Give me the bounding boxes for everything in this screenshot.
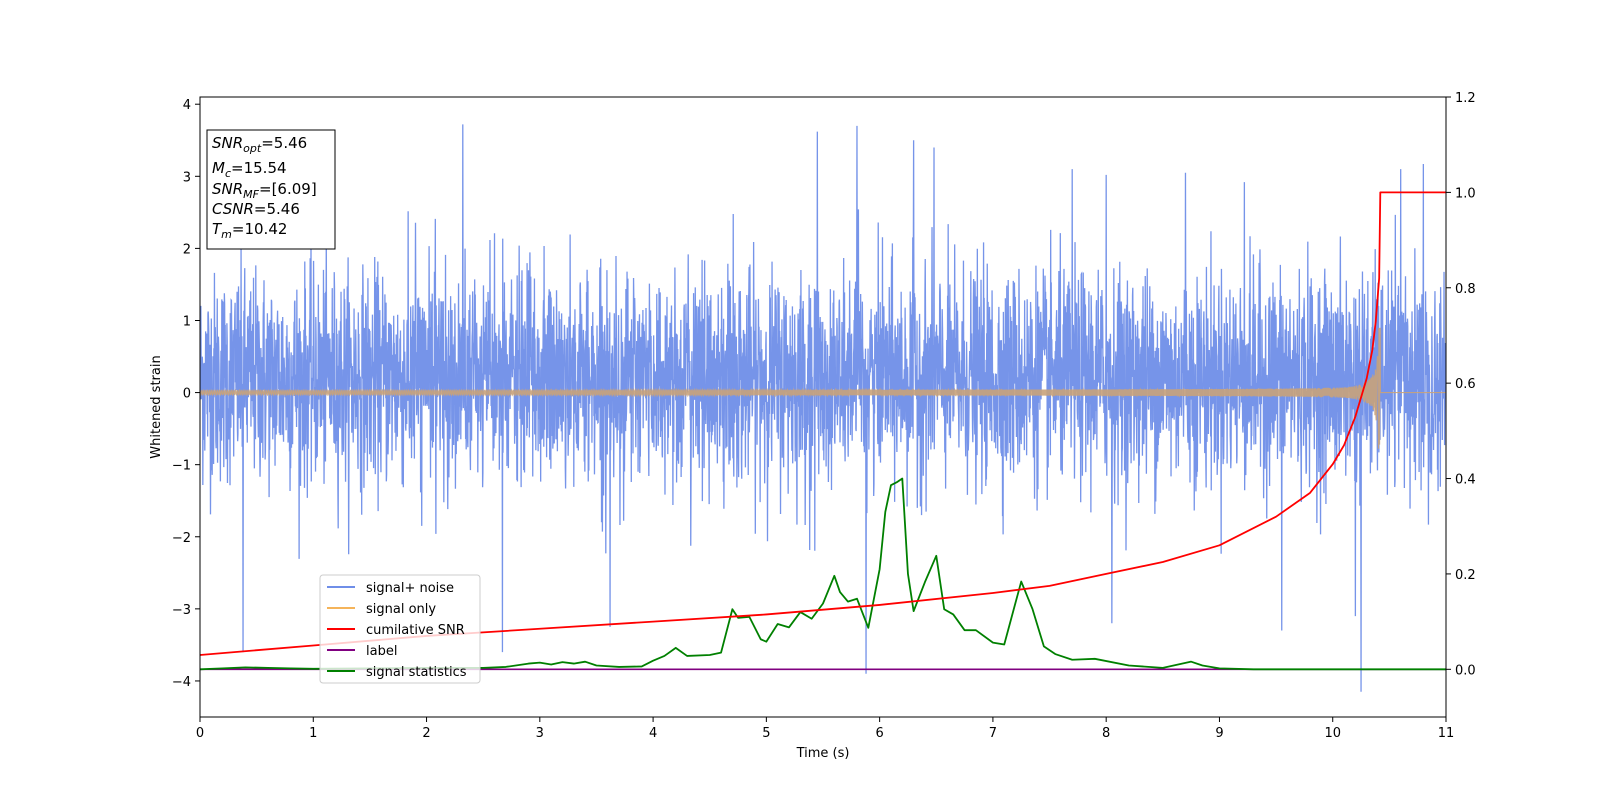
annotation-symbol: SNR [212,180,243,198]
annotation-line: Mc=15.54 [212,159,287,180]
y-tick-label: 4 [183,98,191,113]
y-axis-right: 0.0 0.2 0.4 0.6 0.8 1.0 1.2 [1446,91,1476,678]
y-tick-label: −1 [172,459,191,474]
annotation-line: SNRMF=[6.09] [212,180,317,201]
annotation-symbol: T [212,220,223,238]
y-right-tick-label: 0.4 [1455,473,1476,488]
y-axis-title: Whitened strain [149,355,164,458]
x-tick-label: 2 [422,726,430,741]
x-tick-label: 7 [989,726,997,741]
annotation-symbol: CSNR [212,200,254,218]
annotation-line: CSNR=5.46 [212,200,300,218]
annotation-value: =15.54 [231,159,287,177]
legend-frame [319,574,481,684]
annotation-line: SNRopt=5.46 [212,134,307,155]
annotation-subscript: opt [243,142,262,155]
snr-annotation-box: SNRopt=5.46Mc=15.54SNRMF=[6.09]CSNR=5.46… [206,129,336,250]
y-right-tick-label: 0.8 [1455,282,1476,297]
legend-label: signal statistics [366,665,467,680]
series-cumulative-snr-line [200,191,1446,656]
x-tick-label: 0 [196,726,204,741]
annotation-line: Tm=10.42 [212,220,287,241]
x-tick-label: 11 [1438,726,1455,741]
annotation-subscript: m [221,228,232,241]
y-right-tick-label: 0.0 [1455,663,1476,678]
legend: signal+ noise signal only cumilative SNR la… [319,574,481,684]
annotation-lines: SNRopt=5.46Mc=15.54SNRMF=[6.09]CSNR=5.46… [212,134,317,241]
legend-items: signal+ noise signal only cumilative SNR la… [327,581,467,680]
x-tick-label: 1 [309,726,317,741]
y-tick-label: −2 [172,531,191,546]
y-tick-label: −3 [172,603,191,618]
y-axis-left: −4 −3 −2 −1 0 1 2 3 4 [172,98,200,690]
series-signal-statistics-line [200,477,1446,671]
y-tick-label: 1 [183,314,191,329]
annotation-subscript: MF [243,188,259,201]
legend-label: label [366,644,397,659]
y-right-tick-label: 0.2 [1455,568,1476,583]
y-right-tick-label: 1.2 [1455,91,1476,106]
x-tick-label: 4 [649,726,657,741]
x-tick-label: 8 [1102,726,1110,741]
y-tick-label: 0 [183,387,191,402]
y-tick-label: 2 [183,242,191,257]
series-signal-plus-noise-line [200,124,1446,692]
annotation-value: =10.42 [232,220,288,238]
x-tick-label: 9 [1215,726,1223,741]
y-right-tick-label: 1.0 [1455,186,1476,201]
x-tick-label: 10 [1324,726,1341,741]
annotation-value: =[6.09] [259,180,317,198]
x-tick-label: 5 [762,726,770,741]
legend-label: signal only [366,602,436,617]
annotation-value: =5.46 [261,134,307,152]
x-axis: 0 1 2 3 4 5 6 7 8 9 10 11 [196,717,1454,741]
y-tick-label: −4 [172,675,191,690]
x-tick-label: 3 [536,726,544,741]
annotation-value: =5.46 [254,200,300,218]
annotation-subscript: c [225,167,231,180]
legend-label: signal+ noise [366,581,454,596]
y-right-tick-label: 0.6 [1455,377,1476,392]
legend-label: cumilative SNR [366,623,465,638]
x-tick-label: 6 [875,726,883,741]
annotation-symbol: M [212,159,225,177]
plot-frame [199,96,1447,718]
series-signal-only-line [200,327,1446,449]
y-tick-label: 3 [183,170,191,185]
x-axis-title: Time (s) [796,746,850,761]
annotation-symbol: SNR [212,134,243,152]
annotation-frame [206,129,336,250]
